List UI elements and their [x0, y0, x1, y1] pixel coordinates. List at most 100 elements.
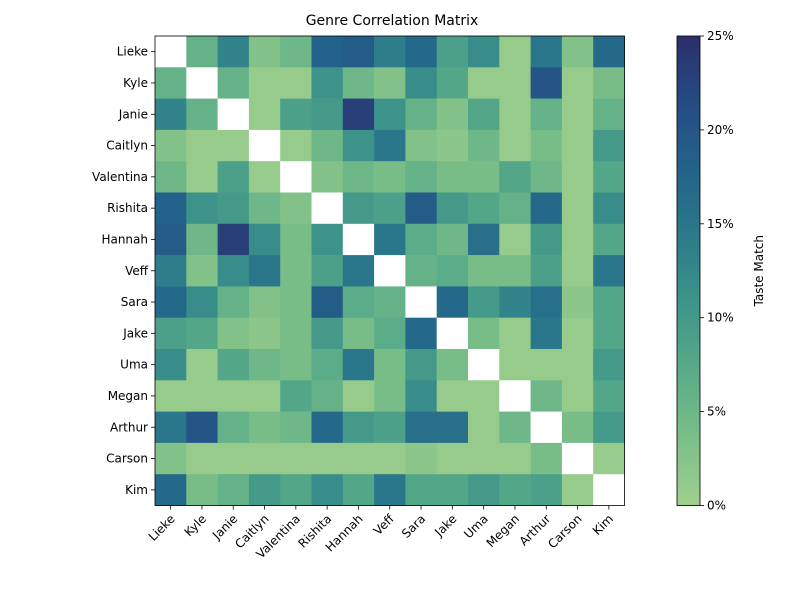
heatmap-cell-2-3: [248, 98, 281, 131]
heatmap-cell-7-14: [593, 255, 625, 287]
colorbar-segment: [677, 118, 700, 123]
heatmap-cell-12-6: [342, 411, 375, 444]
colorbar-segment: [677, 215, 700, 221]
y-tick-label: Caitlyn: [106, 139, 148, 153]
colorbar-segment: [677, 196, 700, 201]
heatmap-cell-7-4: [280, 255, 312, 287]
colorbar-segment: [677, 286, 700, 291]
heatmap-cell-10-2: [217, 349, 250, 381]
heatmap-cell-14-7: [374, 474, 406, 506]
heatmap-cell-5-3: [248, 192, 281, 225]
heatmap-cell-5-4: [280, 192, 312, 225]
colorbar-segment: [677, 431, 700, 436]
heatmap-cell-11-0: [155, 380, 187, 412]
heatmap-cell-3-10: [468, 129, 500, 162]
heatmap-cell-10-0: [155, 349, 187, 381]
colorbar-segment: [677, 474, 700, 479]
colorbar-segment: [677, 403, 700, 409]
colorbar-segment: [677, 352, 700, 358]
heatmap-cell-14-14: [593, 474, 625, 506]
heatmap-cell-6-7: [374, 223, 406, 256]
heatmap-cell-13-11: [499, 442, 531, 475]
heatmap-cell-4-7: [374, 161, 406, 193]
heatmap-cell-1-2: [217, 67, 250, 99]
heatmap-cell-12-10: [468, 411, 500, 444]
heatmap-cell-9-0: [155, 317, 187, 350]
heatmap-cell-13-0: [155, 442, 187, 475]
heatmap-cell-2-0: [155, 98, 187, 131]
y-tick-label: Kim: [125, 483, 148, 497]
colorbar-segment: [677, 219, 700, 225]
colorbar-segment: [677, 427, 700, 432]
heatmap-cell-14-9: [436, 474, 469, 506]
colorbar-segment: [677, 176, 700, 182]
colorbar-segment: [677, 63, 700, 68]
heatmap-cell-1-0: [155, 67, 187, 99]
colorbar-segment: [677, 372, 700, 377]
heatmap-cell-10-8: [405, 349, 437, 381]
colorbar-segment: [677, 395, 700, 401]
colorbar-segment: [677, 231, 700, 237]
heatmap-cell-6-6: [342, 223, 375, 256]
heatmap-cell-8-11: [499, 286, 531, 318]
colorbar-segment: [677, 133, 700, 139]
colorbar-segment: [677, 102, 700, 108]
heatmap-cell-9-9: [436, 317, 469, 350]
colorbar-tick-label: 20%: [707, 123, 734, 137]
colorbar-segment: [677, 169, 700, 174]
y-tick-label: Lieke: [117, 45, 148, 59]
colorbar-segment: [677, 153, 700, 158]
heatmap-cell-9-6: [342, 317, 375, 350]
heatmap-cell-4-12: [530, 161, 563, 193]
heatmap-cell-7-1: [186, 255, 218, 287]
heatmap-cell-12-1: [186, 411, 218, 444]
x-axis: Lieke Kyle JanieCaitlynValentinaRishitaHan…: [146, 505, 616, 561]
heatmap-cell-3-13: [561, 129, 594, 162]
heatmap-cell-1-6: [342, 67, 375, 99]
heatmap-cell-12-12: [530, 411, 563, 444]
colorbar-segment: [677, 282, 700, 287]
heatmap-cell-6-0: [155, 223, 187, 256]
y-tick-label: Jake: [122, 326, 148, 340]
heatmap-cell-11-14: [593, 380, 625, 412]
heatmap-cell-3-3: [248, 129, 281, 162]
colorbar-tick-label: 0%: [707, 499, 726, 513]
heatmap-cell-7-12: [530, 255, 563, 287]
heatmap-cell-0-1: [186, 36, 218, 68]
colorbar-segment: [677, 243, 700, 248]
heatmap-cell-12-3: [248, 411, 281, 444]
heatmap-cell-6-3: [248, 223, 281, 256]
heatmap-cell-3-7: [374, 129, 406, 162]
heatmap-cell-1-4: [280, 67, 312, 99]
heatmap-cell-10-13: [561, 349, 594, 381]
heatmap-cell-4-1: [186, 161, 218, 193]
colorbar-segment: [677, 157, 700, 162]
x-tick-label: Kyle: [182, 512, 209, 539]
colorbar-segment: [677, 59, 700, 64]
heatmap-cell-13-6: [342, 442, 375, 475]
colorbar-segment: [677, 458, 700, 464]
heatmap-cell-10-11: [499, 349, 531, 381]
colorbar-segment: [677, 435, 700, 440]
heatmap-cell-11-6: [342, 380, 375, 412]
heatmap-cell-0-9: [436, 36, 469, 68]
heatmap-cell-13-12: [530, 442, 563, 475]
colorbar-segment: [677, 482, 700, 487]
colorbar-segment: [677, 493, 700, 499]
heatmap-cell-4-13: [561, 161, 594, 193]
heatmap-cell-14-6: [342, 474, 375, 506]
colorbar: 0% 5% 10% 15% 20% 25%: [676, 29, 734, 513]
heatmap-cell-1-10: [468, 67, 500, 99]
y-tick-label: Veff: [125, 264, 149, 278]
heatmap-cell-5-10: [468, 192, 500, 225]
heatmap-cell-3-1: [186, 129, 218, 162]
colorbar-segment: [677, 75, 700, 80]
heatmap-cell-11-8: [405, 380, 437, 412]
heatmap-cell-3-11: [499, 129, 531, 162]
colorbar-segment: [677, 274, 700, 280]
heatmap-cell-1-5: [311, 67, 344, 99]
heatmap-cell-2-7: [374, 98, 406, 131]
heatmap-cell-1-9: [436, 67, 469, 99]
heatmap-cell-12-4: [280, 411, 312, 444]
colorbar-segment: [677, 411, 700, 417]
